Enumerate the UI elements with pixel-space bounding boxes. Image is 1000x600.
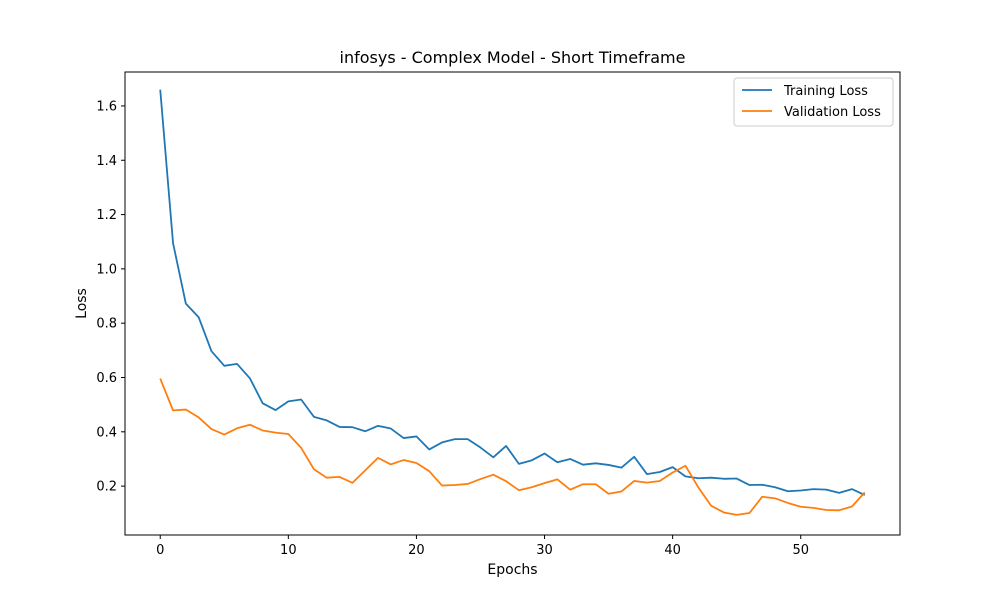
legend-label-training: Training Loss bbox=[783, 84, 868, 99]
series-layer bbox=[159, 89, 866, 516]
series-training-loss bbox=[159, 89, 866, 496]
x-tick-label: 40 bbox=[664, 543, 681, 558]
y-tick-label: 0.8 bbox=[96, 317, 117, 332]
y-tick-label: 1.4 bbox=[96, 154, 117, 169]
legend: Training Loss Validation Loss bbox=[733, 77, 894, 127]
y-axis-label: Loss bbox=[74, 288, 90, 319]
chart-title: infosys - Complex Model - Short Timefram… bbox=[340, 48, 686, 67]
y-tick-label: 0.2 bbox=[96, 480, 117, 495]
y-tick-label: 1.2 bbox=[96, 208, 117, 223]
y-axis: 0.2 0.4 0.6 0.8 1.0 1.2 1.4 1.6 bbox=[96, 99, 125, 495]
y-tick-label: 1.6 bbox=[96, 99, 117, 114]
legend-label-validation: Validation Loss bbox=[784, 105, 881, 120]
x-tick-label: 50 bbox=[792, 543, 809, 558]
y-tick-label: 1.0 bbox=[96, 262, 117, 277]
plot-frame bbox=[124, 71, 901, 536]
y-tick-label: 0.4 bbox=[96, 425, 117, 440]
x-axis-label: Epochs bbox=[487, 562, 537, 578]
x-tick-label: 30 bbox=[536, 543, 553, 558]
legend-box bbox=[733, 77, 894, 127]
series-validation-loss bbox=[159, 378, 866, 516]
x-tick-label: 20 bbox=[408, 543, 425, 558]
x-tick-label: 10 bbox=[280, 543, 297, 558]
y-tick-label: 0.6 bbox=[96, 371, 117, 386]
x-tick-label: 0 bbox=[156, 543, 164, 558]
x-axis: 0 10 20 30 40 50 bbox=[156, 535, 809, 558]
